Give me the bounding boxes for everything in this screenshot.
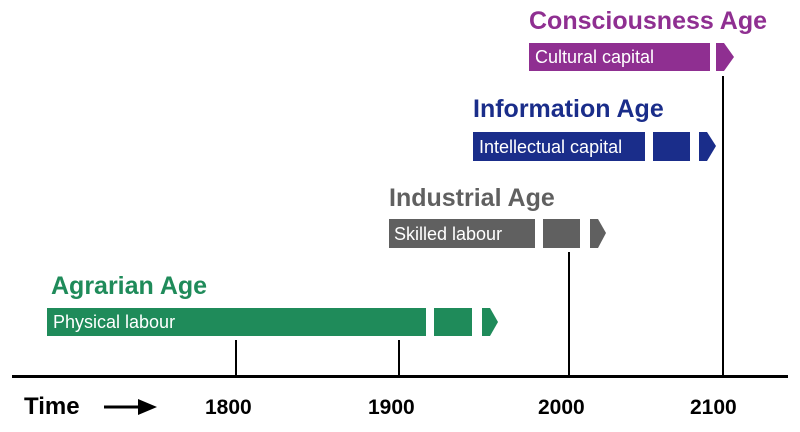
- industrial-age-title: Industrial Age: [389, 184, 555, 212]
- consciousness-bar-main: [529, 43, 710, 71]
- industrial-arrow-icon: [590, 219, 606, 248]
- agrarian-bar-segment: [434, 308, 472, 336]
- information-arrow-icon: [699, 132, 716, 161]
- tick-label-1900: 1900: [368, 396, 415, 419]
- agrarian-age-title: Agrarian Age: [51, 272, 208, 300]
- tick-label-2100: 2100: [690, 396, 737, 419]
- agrarian-bar-main: [47, 308, 426, 336]
- consciousness-arrow-icon: [716, 43, 734, 71]
- tick-label-2000: 2000: [538, 396, 585, 419]
- information-bar-main: [473, 132, 645, 161]
- information-capital-label: Intellectual capital: [479, 137, 623, 157]
- information-bar-segment: [653, 132, 690, 161]
- time-axis-line: [12, 375, 788, 378]
- agrarian-arrow-icon: [482, 308, 498, 336]
- tick-label-1800: 1800: [205, 396, 252, 419]
- industrial-bar-segment: [543, 219, 580, 248]
- right-arrow-icon: [138, 399, 157, 415]
- time-axis-label: Time: [24, 393, 80, 420]
- information-age-title: Information Age: [473, 95, 664, 123]
- consciousness-age-title: Consciousness Age: [529, 7, 768, 35]
- industrial-bar-main: [389, 219, 535, 248]
- industrial-capital-label: Skilled labour: [394, 224, 503, 244]
- agrarian-capital-label: Physical labour: [53, 312, 176, 332]
- consciousness-capital-label: Cultural capital: [535, 47, 655, 67]
